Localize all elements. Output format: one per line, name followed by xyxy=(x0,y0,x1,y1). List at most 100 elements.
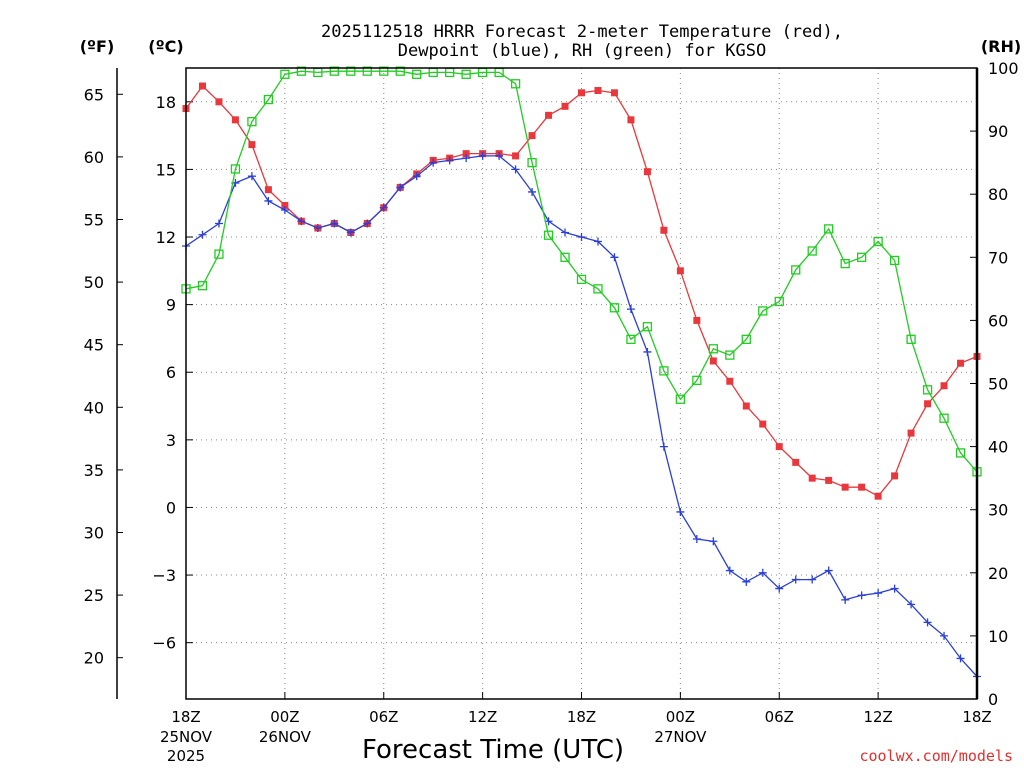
temperature-point xyxy=(231,116,239,124)
fahrenheit-tick-label: 20 xyxy=(84,649,104,668)
rh-tick-label: 90 xyxy=(988,122,1008,141)
time-tick-label: 06Z xyxy=(369,708,398,726)
celsius-tick-label: 9 xyxy=(166,296,176,315)
x-axis-label: Forecast Time (UTC) xyxy=(362,735,624,765)
rh-point xyxy=(543,230,554,240)
fahrenheit-tick-label: 25 xyxy=(84,586,104,605)
rh-tick-label: 60 xyxy=(988,311,1008,330)
rh-tick-label: 0 xyxy=(988,690,998,709)
temperature-point xyxy=(198,82,206,90)
celsius-tick-label: 18 xyxy=(156,93,176,112)
temperature-point xyxy=(709,357,717,365)
dewpoint-point xyxy=(626,305,635,314)
rh-point xyxy=(708,344,718,354)
time-tick-date: 27NOV xyxy=(654,728,707,746)
rh-point xyxy=(346,66,356,76)
dewpoint-point xyxy=(247,172,256,181)
time-tick-date: 26NOV xyxy=(259,728,312,746)
dewpoint-point xyxy=(775,584,784,593)
temperature-point xyxy=(858,483,866,491)
dewpoint-point xyxy=(758,568,767,577)
time-tick-label: 12Z xyxy=(468,708,497,726)
dewpoint-point xyxy=(643,347,652,356)
rh-unit-label: (RH) xyxy=(981,37,1021,56)
time-tick-date: 25NOV xyxy=(160,728,213,746)
dewpoint-point xyxy=(742,577,751,586)
temperature-point xyxy=(643,168,651,176)
rh-point xyxy=(609,303,620,313)
rh-tick-label: 30 xyxy=(988,501,1008,520)
dewpoint-point xyxy=(676,507,685,516)
rh-point xyxy=(791,265,801,275)
series-rh xyxy=(181,66,982,477)
rh-point xyxy=(741,334,751,344)
dewpoint-point xyxy=(214,219,223,228)
dewpoint-point xyxy=(412,172,421,181)
temperature-point xyxy=(248,141,256,149)
rh-point xyxy=(362,66,372,76)
temperature-point xyxy=(676,267,684,275)
time-tick-label: 12Z xyxy=(863,708,892,726)
temperature-point xyxy=(907,429,915,437)
fahrenheit-tick-label: 30 xyxy=(84,523,104,542)
time-tick-label: 18Z xyxy=(171,708,200,726)
rh-point xyxy=(395,66,405,76)
time-tick-year: 2025 xyxy=(167,747,205,765)
temperature-point xyxy=(792,458,800,466)
dewpoint-point xyxy=(874,589,883,598)
time-tick-label: 06Z xyxy=(765,708,794,726)
dewpoint-point xyxy=(841,595,850,604)
rh-point xyxy=(379,66,389,76)
rh-line xyxy=(185,70,978,473)
temperature-point xyxy=(561,102,569,110)
temperature-point xyxy=(957,359,965,367)
chart-title-line2: Dewpoint (blue), RH (green) for KGSO xyxy=(398,41,766,61)
temperature-point xyxy=(660,226,668,234)
time-tick-label: 00Z xyxy=(270,708,299,726)
temperature-point xyxy=(610,89,618,97)
dewpoint-point xyxy=(940,631,949,640)
rh-point xyxy=(758,306,768,316)
temperature-point xyxy=(512,152,520,160)
rh-point xyxy=(725,350,735,360)
temperature-line xyxy=(185,85,978,498)
credit-text: coolwx.com/models xyxy=(859,747,1013,765)
rh-point xyxy=(692,375,702,385)
rh-point xyxy=(247,116,257,127)
rh-point xyxy=(675,394,686,404)
time-tick-label: 00Z xyxy=(666,708,695,726)
dewpoint-point xyxy=(478,151,487,160)
dewpoint-point xyxy=(577,233,586,242)
temperature-point xyxy=(281,201,289,209)
dewpoint-point xyxy=(280,205,289,214)
series-temperature xyxy=(182,82,981,500)
temperature-point xyxy=(874,492,882,500)
temperature-point xyxy=(528,132,536,140)
celsius-tick-label: 15 xyxy=(156,160,176,179)
rh-point xyxy=(214,249,224,259)
dewpoint-point xyxy=(725,566,734,575)
rh-tick-label: 70 xyxy=(988,248,1008,267)
dewpoint-point xyxy=(808,575,817,584)
dewpoint-point xyxy=(429,158,438,167)
dewpoint-point xyxy=(297,217,306,226)
series-dewpoint xyxy=(182,151,981,681)
rh-point xyxy=(939,413,949,423)
rh-tick-label: 80 xyxy=(988,185,1008,204)
dewpoint-point xyxy=(495,151,504,160)
rh-point xyxy=(774,296,784,307)
dewpoint-point xyxy=(264,196,273,205)
rh-tick-label: 100 xyxy=(988,59,1019,78)
temperature-point xyxy=(825,476,833,484)
celsius-unit-label: (ºC) xyxy=(148,37,183,56)
dewpoint-point xyxy=(791,575,800,584)
dewpoint-point xyxy=(956,654,965,663)
dewpoint-point xyxy=(313,224,322,233)
temperature-point xyxy=(594,87,602,95)
chart-title-line1: 2025112518 HRRR Forecast 2-meter Tempera… xyxy=(321,22,843,42)
fahrenheit-tick-label: 40 xyxy=(84,398,104,417)
dewpoint-point xyxy=(445,156,454,165)
rh-point xyxy=(889,255,900,266)
rh-point xyxy=(461,69,471,79)
